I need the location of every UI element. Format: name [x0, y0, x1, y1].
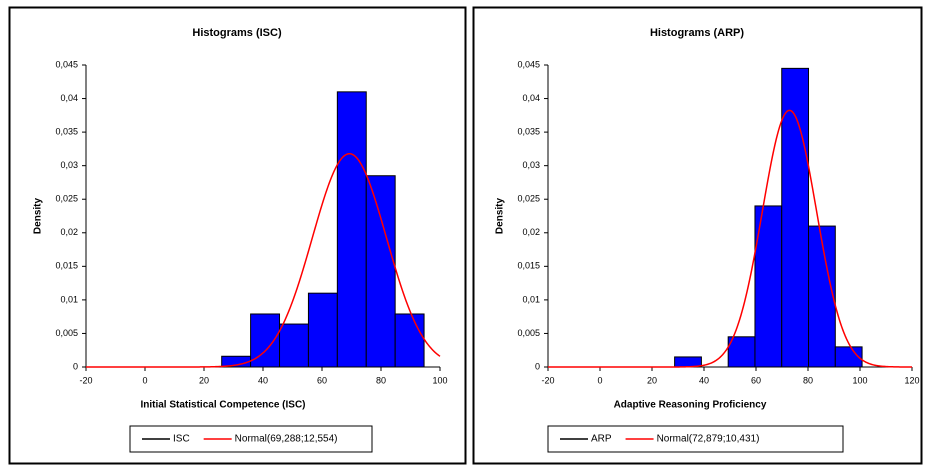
x-tick-label: 0: [142, 375, 147, 385]
y-tick-label: 0,04: [60, 93, 78, 103]
x-tick-label: 20: [647, 375, 657, 385]
x-tick-label: 80: [803, 375, 813, 385]
legend-box: [547, 425, 844, 453]
x-axis-title: Adaptive Reasoning Proficiency: [614, 400, 767, 411]
bar: [336, 91, 367, 368]
x-axis-title: Initial Statistical Competence (ISC): [140, 400, 305, 411]
y-tick-label: 0,025: [517, 194, 540, 204]
x-tick-label: 40: [699, 375, 709, 385]
x-tick-label: 100: [432, 375, 447, 385]
y-tick-label: 0,035: [517, 126, 540, 136]
bar: [279, 323, 309, 368]
y-tick-label: 0,02: [60, 227, 78, 237]
x-tick-label: 60: [751, 375, 761, 385]
y-axis-title: Density: [33, 198, 44, 235]
y-tick-label: 0,03: [60, 160, 78, 170]
legend-box: [129, 425, 373, 453]
y-tick-label: 0,03: [522, 160, 540, 170]
y-tick-label: 0,02: [522, 227, 540, 237]
x-tick-label: 40: [258, 375, 268, 385]
legend-label: Normal(69,288;12,554): [235, 434, 338, 445]
panel-border: [472, 6, 923, 465]
bar: [727, 336, 756, 368]
y-tick-label: 0,045: [517, 59, 540, 69]
x-tick-label: 0: [597, 375, 602, 385]
legend-label: ARP: [591, 434, 612, 445]
bar: [781, 67, 810, 368]
panel-border: [8, 6, 467, 465]
y-tick-label: 0,01: [522, 294, 540, 304]
x-tick-label: 60: [317, 375, 327, 385]
y-axis-title: Density: [495, 198, 506, 235]
y-tick-label: 0,035: [55, 126, 78, 136]
x-tick-label: -20: [541, 375, 554, 385]
bar: [307, 292, 338, 368]
normal-curve: [86, 152, 441, 368]
x-tick-label: 80: [376, 375, 386, 385]
normal-curve: [548, 109, 912, 368]
y-tick-label: 0,005: [55, 328, 78, 338]
x-tick-label: 100: [852, 375, 867, 385]
chart-title: Histograms (ARP): [650, 27, 744, 39]
legend-label: ISC: [173, 434, 190, 445]
y-tick-label: 0,015: [55, 261, 78, 271]
bar: [365, 175, 396, 368]
y-tick-label: 0: [73, 361, 78, 371]
y-tick-label: 0: [535, 361, 540, 371]
x-tick-label: -20: [79, 375, 92, 385]
y-tick-label: 0,01: [60, 294, 78, 304]
chart-title: Histograms (ISC): [192, 27, 282, 39]
y-tick-label: 0,015: [517, 261, 540, 271]
y-tick-label: 0,025: [55, 194, 78, 204]
y-tick-label: 0,04: [522, 93, 540, 103]
bar: [754, 205, 783, 368]
bar: [394, 313, 425, 368]
legend-label: Normal(72,879;10,431): [657, 434, 760, 445]
x-tick-label: 20: [199, 375, 209, 385]
x-tick-label: 120: [904, 375, 919, 385]
y-tick-label: 0,045: [55, 59, 78, 69]
bar: [808, 225, 836, 368]
y-tick-label: 0,005: [517, 328, 540, 338]
bar: [834, 346, 863, 368]
